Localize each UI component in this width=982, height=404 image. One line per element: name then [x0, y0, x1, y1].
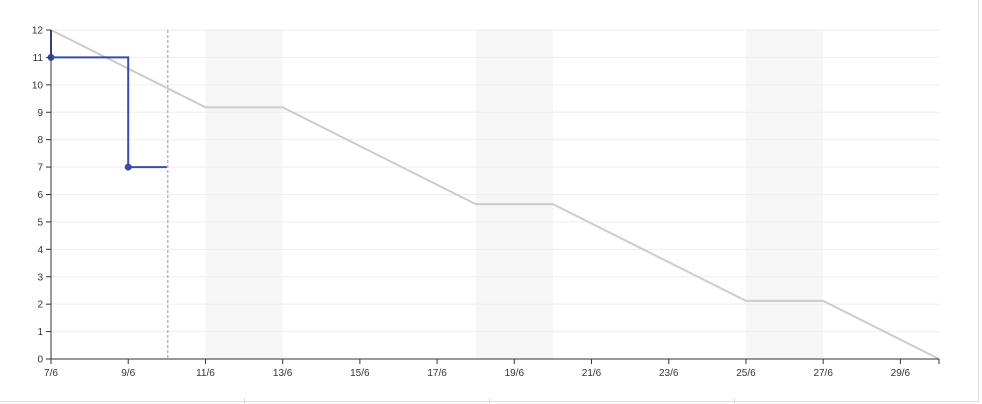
y-tick-label: 1 [37, 327, 43, 338]
ideal-line [50, 29, 940, 360]
y-tick-label: 9 [37, 108, 43, 119]
x-tick-label: 15/6 [350, 368, 370, 379]
x-tick-label: 29/6 [891, 368, 911, 379]
y-tick-label: 0 [37, 355, 43, 366]
y-tick-label: 6 [37, 190, 43, 201]
panel-footer [0, 398, 979, 404]
y-tick-label: 12 [32, 26, 44, 37]
x-tick-label: 25/6 [736, 368, 756, 379]
y-tick-label: 7 [37, 163, 43, 174]
y-tick-label: 11 [33, 53, 44, 64]
y-tick-label: 4 [37, 245, 43, 256]
y-tick-label: 5 [37, 217, 43, 228]
x-tick-label: 9/6 [121, 368, 135, 379]
x-tick-label: 23/6 [659, 368, 679, 379]
grid-lines [51, 29, 939, 333]
ideal-series [50, 29, 940, 360]
y-tick-label: 8 [37, 135, 43, 146]
x-axis-ticks: 7/6 9/6 11/6 13/6 15/6 17/6 19/6 21/6 23/6 25/6 27… [44, 359, 911, 379]
x-tick-label: 7/6 [44, 368, 58, 379]
x-tick-label: 13/6 [273, 368, 293, 379]
y-tick-label: 10 [32, 80, 44, 91]
actual-line [50, 30, 167, 169]
y-tick-label: 3 [37, 272, 43, 283]
actual-series [47, 30, 167, 171]
x-tick-label: 27/6 [813, 368, 833, 379]
x-tick-label: 17/6 [427, 368, 447, 379]
actual-point [124, 163, 132, 171]
x-tick-label: 11/6 [196, 368, 215, 379]
y-tick-label: 2 [37, 300, 43, 311]
x-tick-label: 21/6 [582, 368, 602, 379]
x-tick-label: 19/6 [505, 368, 525, 379]
